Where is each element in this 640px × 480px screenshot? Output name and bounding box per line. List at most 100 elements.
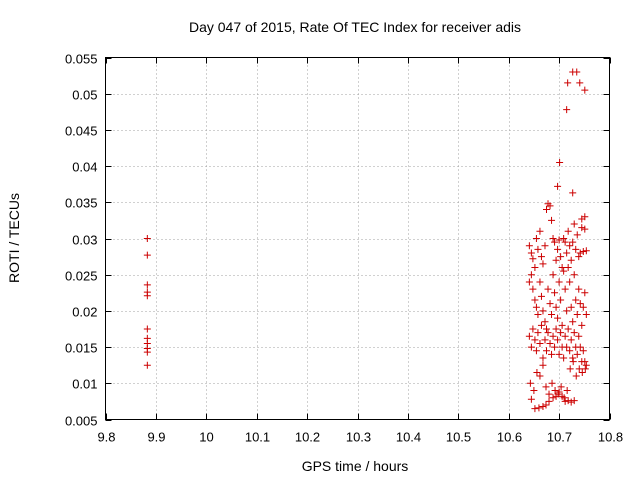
data-point <box>143 251 151 259</box>
data-point <box>534 245 542 253</box>
data-point <box>569 238 577 246</box>
data-point <box>569 189 577 197</box>
data-point <box>567 303 575 311</box>
y-tick-label: 0.04 <box>72 160 97 175</box>
data-point <box>554 336 562 344</box>
data-point <box>563 307 571 315</box>
data-point <box>529 255 537 263</box>
data-point <box>563 249 571 257</box>
data-point <box>566 347 574 355</box>
data-point <box>527 249 535 257</box>
data-point <box>525 332 533 340</box>
data-point <box>526 379 534 387</box>
data-point <box>525 278 533 286</box>
data-point <box>545 390 553 398</box>
data-point <box>541 318 549 326</box>
data-point <box>570 271 578 279</box>
x-tick-label: 10.4 <box>396 430 421 445</box>
data-point <box>570 397 578 405</box>
data-point <box>560 235 568 242</box>
data-point <box>582 311 590 319</box>
data-point <box>537 321 545 329</box>
data-point <box>544 285 552 293</box>
data-point <box>564 263 572 271</box>
data-point <box>143 281 151 289</box>
data-point <box>557 253 565 261</box>
data-point <box>570 329 578 337</box>
data-point <box>552 256 560 264</box>
data-point <box>569 358 577 366</box>
x-tick-label: 9.8 <box>97 430 115 445</box>
data-point <box>552 303 560 311</box>
x-tick-label: 10.2 <box>295 430 320 445</box>
data-point <box>558 321 566 329</box>
data-point <box>539 354 547 362</box>
data-point <box>581 358 589 366</box>
y-tick-label: 0.055 <box>65 52 98 67</box>
data-point <box>582 247 590 255</box>
y-tick-label: 0.015 <box>65 341 98 356</box>
data-point <box>527 395 535 403</box>
x-tick-label: 10.8 <box>598 430 623 445</box>
data-points <box>143 68 590 413</box>
data-point <box>551 289 559 297</box>
data-point <box>575 285 583 293</box>
data-point <box>549 271 557 279</box>
data-point <box>566 242 574 250</box>
data-point <box>546 339 554 347</box>
data-point <box>572 372 580 380</box>
y-tick-labels: 0.005 0.01 0.015 0.02 0.025 0.03 0.035 0.04 0.04… <box>65 52 98 429</box>
data-point <box>534 311 542 319</box>
data-point <box>539 361 547 369</box>
data-point <box>546 202 554 210</box>
data-point <box>552 392 560 400</box>
x-axis-label: GPS time / hours <box>302 458 409 474</box>
y-tick-label: 0.045 <box>65 124 98 139</box>
data-point <box>143 361 151 369</box>
data-point <box>578 224 586 232</box>
data-point <box>569 354 577 362</box>
data-point <box>551 387 559 395</box>
data-point <box>539 402 547 410</box>
data-point <box>554 182 562 190</box>
data-point <box>531 296 539 304</box>
data-point <box>143 235 151 242</box>
data-point <box>534 329 542 337</box>
x-tick-label: 10.7 <box>547 430 572 445</box>
data-point <box>569 318 577 326</box>
data-point <box>532 303 540 311</box>
data-point <box>543 206 550 214</box>
data-point <box>558 263 566 271</box>
data-point <box>578 215 586 223</box>
data-point <box>582 361 590 369</box>
data-point <box>563 387 571 395</box>
data-point <box>564 227 572 235</box>
data-point <box>541 242 549 250</box>
data-point <box>581 225 589 233</box>
data-point <box>545 397 553 405</box>
data-point <box>555 350 563 358</box>
data-point <box>531 263 539 271</box>
data-point <box>581 289 589 297</box>
data-point <box>536 339 544 347</box>
y-tick-label: 0.02 <box>72 305 97 320</box>
data-point <box>537 253 545 261</box>
data-point <box>543 325 550 333</box>
data-point <box>533 368 541 376</box>
x-tick-label: 10.3 <box>346 430 371 445</box>
y-tick-label: 0.035 <box>65 196 98 211</box>
y-axis-label: ROTI / TECUs <box>6 193 22 283</box>
data-point <box>576 79 584 87</box>
data-point <box>564 325 572 333</box>
data-point <box>542 383 550 391</box>
data-point <box>548 311 556 319</box>
data-point <box>563 106 571 114</box>
data-point <box>536 227 544 235</box>
data-point <box>575 332 583 340</box>
data-point <box>575 365 583 373</box>
data-point <box>581 86 589 94</box>
data-point <box>560 267 568 275</box>
x-tick-label: 10.6 <box>497 430 522 445</box>
data-point <box>549 394 557 402</box>
data-point <box>143 348 151 356</box>
